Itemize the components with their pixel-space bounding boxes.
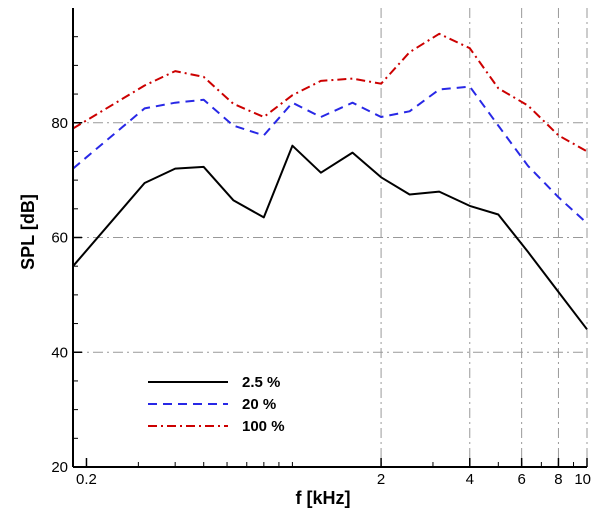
series-line — [72, 85, 588, 224]
y-tick-label: 60 — [51, 230, 68, 247]
legend-label: 20 % — [242, 396, 276, 413]
series-line — [72, 32, 588, 153]
axes — [72, 8, 587, 468]
legend: 2.5 % 20 % 100 % — [148, 374, 285, 435]
x-tick-label: 4 — [466, 471, 474, 488]
series-line — [72, 144, 588, 330]
y-tick-label: 20 — [51, 459, 68, 476]
y-tick-label: 80 — [51, 115, 68, 132]
x-tick-label: 2 — [377, 471, 385, 488]
x-tick-label: 0.2 — [76, 471, 97, 488]
x-tick-label: 6 — [517, 471, 525, 488]
grid-lines — [73, 8, 588, 467]
x-axis-label: f [kHz] — [296, 488, 351, 508]
legend-label: 2.5 % — [242, 374, 280, 391]
ticks: 20 40 60 80 0.2 2 4 6 8 10 — [51, 36, 591, 488]
y-tick-label: 40 — [51, 344, 68, 361]
legend-label: 100 % — [242, 418, 285, 435]
x-tick-label: 10 — [574, 471, 591, 488]
y-axis-label: SPL [dB] — [18, 194, 38, 270]
x-tick-label: 8 — [554, 471, 562, 488]
series-lines — [72, 32, 588, 330]
